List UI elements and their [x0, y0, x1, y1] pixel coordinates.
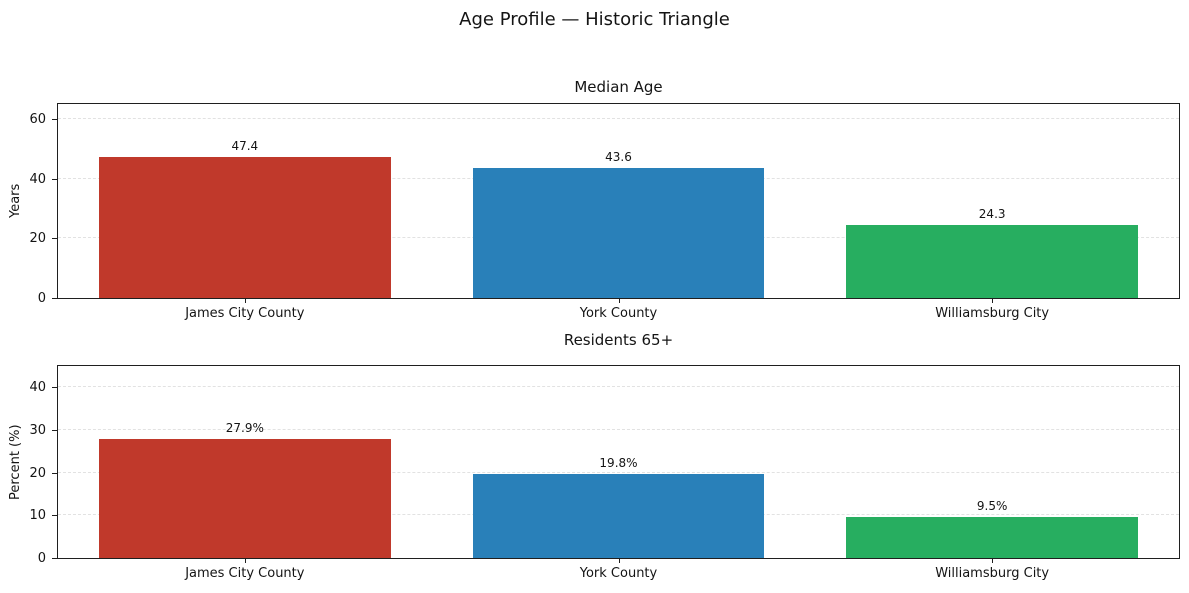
- bar-james-city-county: [99, 156, 391, 298]
- y-tick-label: 40: [29, 171, 46, 187]
- gridline: [58, 117, 1179, 119]
- x-tick-mark: [244, 299, 246, 303]
- median-age-chart-title: Median Age: [574, 78, 663, 96]
- y-tick-label: 0: [37, 551, 46, 566]
- residents-65-plot-area: 27.9% 19.8% 9.5%: [57, 365, 1180, 559]
- y-tick-mark: [52, 558, 57, 559]
- gridline: [58, 386, 1179, 388]
- bar-value-label: 47.4: [231, 138, 259, 153]
- bar-value-label: 43.6: [605, 149, 632, 164]
- y-tick-mark: [52, 178, 57, 180]
- bar-williamsburg-city: [846, 517, 1138, 558]
- gridline: [58, 429, 1179, 430]
- x-tick-label: Williamsburg City: [935, 566, 1050, 581]
- y-tick-label: 10: [29, 508, 46, 524]
- x-tick-label: Williamsburg City: [935, 306, 1050, 321]
- gridline: [58, 471, 1179, 473]
- x-tick-label: York County: [579, 566, 658, 581]
- x-tick-mark: [618, 559, 620, 563]
- residents-65-chart-title: Residents 65+: [563, 331, 674, 349]
- x-tick-label: York County: [579, 306, 658, 321]
- y-tick-label: 40: [29, 380, 46, 396]
- y-tick-label: 0: [37, 291, 46, 306]
- x-tick-label: James City County: [185, 566, 305, 581]
- y-tick-mark: [52, 387, 57, 389]
- bar-james-city-county: [99, 438, 391, 558]
- x-tick-mark: [618, 299, 620, 303]
- x-tick-mark: [244, 559, 246, 563]
- y-tick-label: 20: [29, 231, 46, 247]
- y-tick-label: 60: [29, 111, 46, 127]
- y-tick-mark: [52, 118, 57, 120]
- bar-york-county: [472, 473, 765, 558]
- bar-value-label: 24.3: [978, 207, 1006, 222]
- bar-value-label: 19.8%: [599, 455, 638, 470]
- y-tick-mark: [52, 298, 57, 299]
- x-tick-label: James City County: [185, 306, 305, 321]
- x-tick-mark: [992, 299, 994, 303]
- bar-value-label: 27.9%: [225, 420, 264, 435]
- x-tick-mark: [992, 559, 994, 563]
- bar-value-label: 9.5%: [976, 499, 1008, 514]
- median-age-y-axis-label: Years: [8, 183, 23, 219]
- y-tick-mark: [52, 515, 57, 517]
- y-tick-label: 30: [29, 423, 46, 438]
- y-tick-mark: [52, 238, 57, 240]
- y-tick-mark: [52, 430, 57, 431]
- y-tick-label: 20: [29, 465, 46, 481]
- median-age-plot-area: 47.4 43.6 24.3: [57, 103, 1180, 299]
- figure-title: Age Profile — Historic Triangle: [459, 9, 730, 30]
- y-tick-mark: [52, 472, 57, 474]
- bar-williamsburg-city: [846, 225, 1138, 298]
- bar-york-county: [472, 167, 765, 298]
